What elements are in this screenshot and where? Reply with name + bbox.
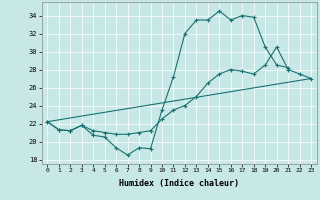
X-axis label: Humidex (Indice chaleur): Humidex (Indice chaleur): [119, 179, 239, 188]
